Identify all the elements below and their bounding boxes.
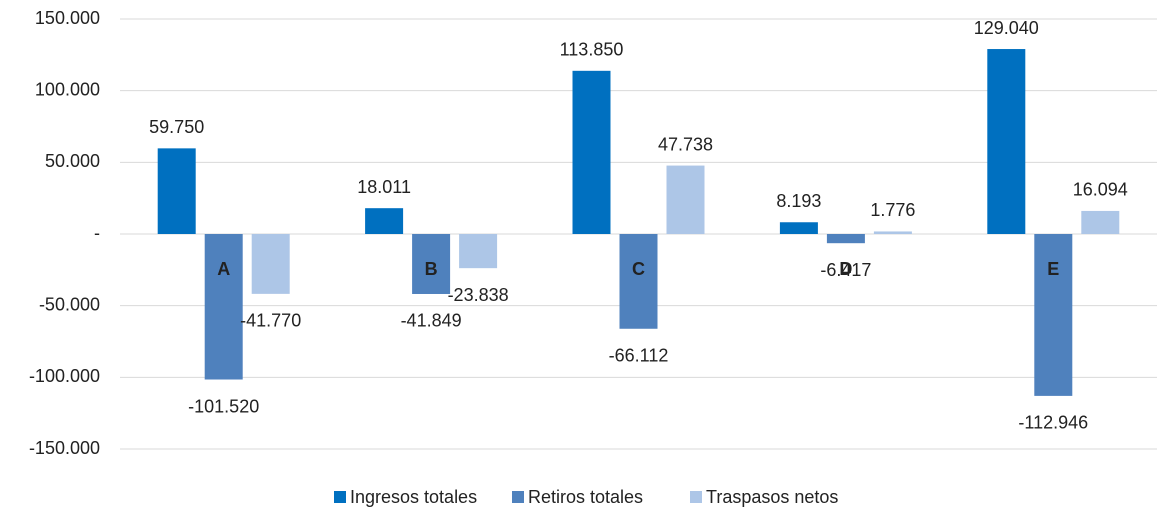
category-label: E	[1047, 259, 1059, 279]
value-label: 129.040	[974, 18, 1039, 38]
legend-label: Ingresos totales	[350, 487, 477, 507]
bar	[666, 165, 705, 234]
category-label: A	[217, 259, 230, 279]
value-label: 1.776	[870, 200, 915, 220]
value-label: -41.770	[240, 311, 301, 331]
bar	[826, 234, 865, 244]
value-label: -66.112	[609, 346, 669, 366]
bar	[204, 234, 243, 380]
y-tick-label: 150.000	[35, 8, 100, 28]
value-label: 18.011	[357, 177, 411, 197]
bar	[873, 231, 912, 234]
bar	[619, 234, 658, 329]
value-label: -41.849	[401, 311, 462, 331]
bar	[1081, 210, 1120, 234]
category-label: D	[839, 259, 852, 279]
value-label: -112.946	[1018, 413, 1088, 433]
bar	[459, 234, 498, 269]
category-label: B	[425, 259, 438, 279]
bar	[365, 208, 404, 234]
bar	[1034, 234, 1073, 396]
bar	[572, 70, 611, 234]
bar	[157, 148, 196, 234]
legend-swatch	[512, 491, 524, 503]
legend-label: Traspasos netos	[706, 487, 838, 507]
value-label: 47.738	[658, 134, 713, 154]
y-tick-label: 100.000	[35, 79, 100, 99]
y-tick-label: -150.000	[29, 438, 100, 458]
legend-label: Retiros totales	[528, 487, 643, 507]
bar	[987, 49, 1026, 235]
y-tick-label: -50.000	[39, 294, 100, 314]
y-tick-label: 50.000	[45, 151, 100, 171]
legend-swatch	[690, 491, 702, 503]
bar	[412, 234, 451, 294]
category-label: C	[632, 259, 645, 279]
y-tick-label: -	[94, 223, 100, 243]
value-label: 113.850	[560, 40, 624, 60]
value-label: -23.838	[448, 285, 509, 305]
value-label: -6.417	[820, 260, 871, 280]
value-label: 8.193	[776, 191, 821, 211]
bar	[779, 222, 818, 234]
value-label: -101.520	[188, 396, 259, 416]
value-label: 16.094	[1073, 180, 1128, 200]
value-label: 59.750	[149, 117, 204, 137]
legend-swatch	[334, 491, 346, 503]
bar	[251, 234, 290, 294]
y-tick-label: -100.000	[29, 366, 100, 386]
